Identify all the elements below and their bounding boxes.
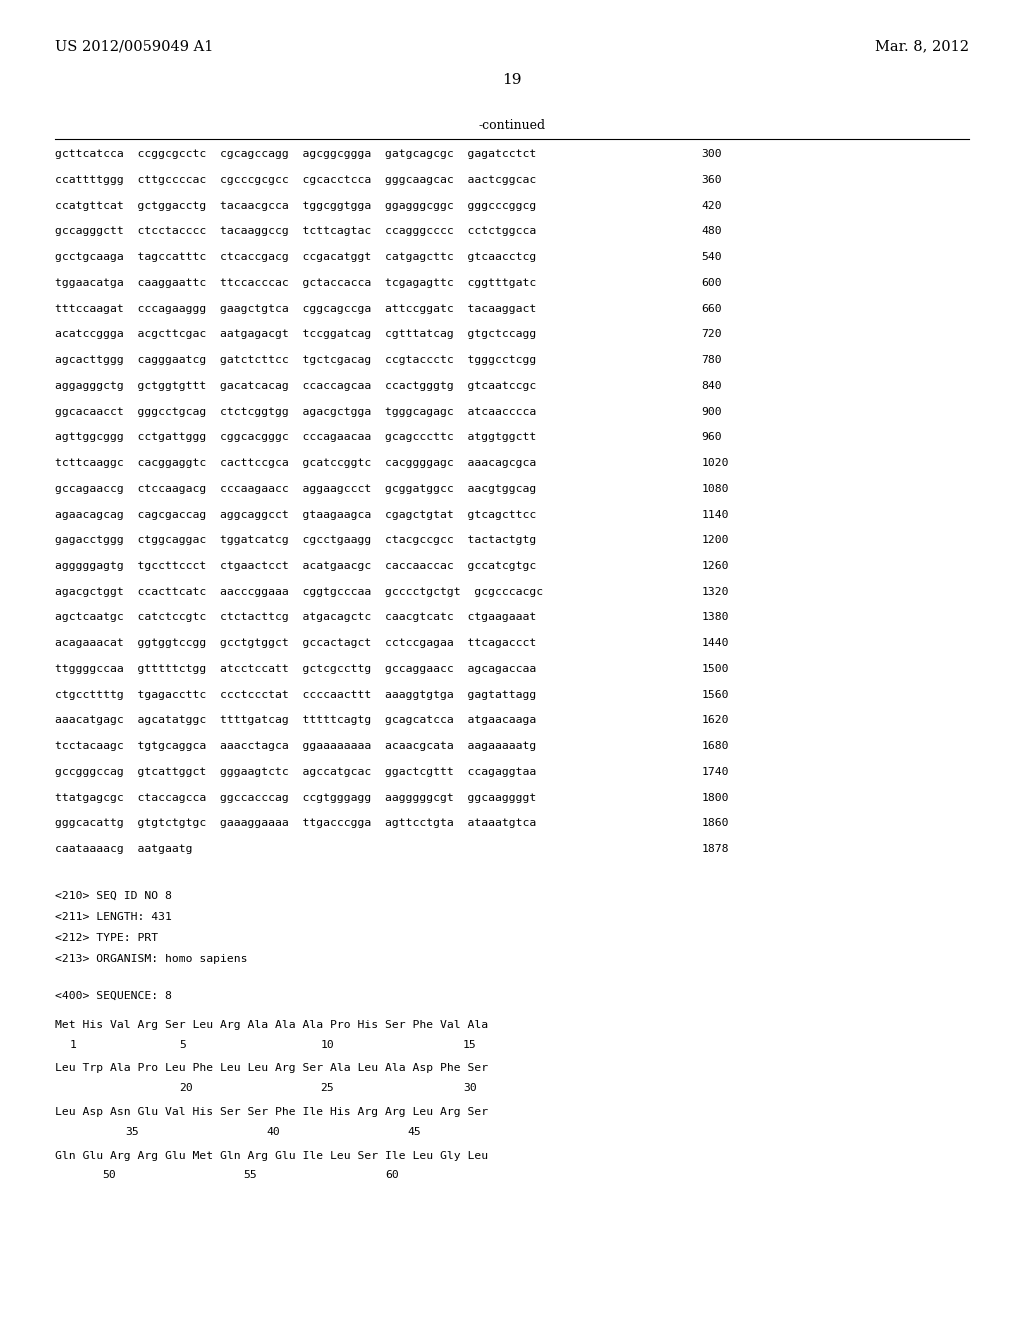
Text: 720: 720 xyxy=(701,330,722,339)
Text: 19: 19 xyxy=(502,73,522,87)
Text: gggcacattg  gtgtctgtgc  gaaaggaaaa  ttgacccgga  agttcctgta  ataaatgtca: gggcacattg gtgtctgtgc gaaaggaaaa ttgaccc… xyxy=(55,818,537,829)
Text: tcttcaaggc  cacggaggtc  cacttccgca  gcatccggtc  cacggggagc  aaacagcgca: tcttcaaggc cacggaggtc cacttccgca gcatccg… xyxy=(55,458,537,469)
Text: 300: 300 xyxy=(701,149,722,160)
Text: 10: 10 xyxy=(321,1040,334,1049)
Text: <211> LENGTH: 431: <211> LENGTH: 431 xyxy=(55,912,172,921)
Text: 60: 60 xyxy=(385,1171,398,1180)
Text: 1878: 1878 xyxy=(701,845,729,854)
Text: Leu Asp Asn Glu Val His Ser Ser Phe Ile His Arg Arg Leu Arg Ser: Leu Asp Asn Glu Val His Ser Ser Phe Ile … xyxy=(55,1107,488,1117)
Text: tttccaagat  cccagaaggg  gaagctgtca  cggcagccga  attccggatc  tacaaggact: tttccaagat cccagaaggg gaagctgtca cggcagc… xyxy=(55,304,537,314)
Text: ttggggccaa  gtttttctgg  atcctccatt  gctcgccttg  gccaggaacc  agcagaccaa: ttggggccaa gtttttctgg atcctccatt gctcgcc… xyxy=(55,664,537,675)
Text: 45: 45 xyxy=(408,1127,421,1137)
Text: gcctgcaaga  tagccatttc  ctcaccgacg  ccgacatggt  catgagcttc  gtcaacctcg: gcctgcaaga tagccatttc ctcaccgacg ccgacat… xyxy=(55,252,537,263)
Text: gccagaaccg  ctccaagacg  cccaagaacc  aggaagccct  gcggatggcc  aacgtggcag: gccagaaccg ctccaagacg cccaagaacc aggaagc… xyxy=(55,484,537,494)
Text: Leu Trp Ala Pro Leu Phe Leu Leu Arg Ser Ala Leu Ala Asp Phe Ser: Leu Trp Ala Pro Leu Phe Leu Leu Arg Ser … xyxy=(55,1064,488,1073)
Text: 30: 30 xyxy=(463,1084,476,1093)
Text: -continued: -continued xyxy=(478,119,546,132)
Text: ctgccttttg  tgagaccttc  ccctccctat  ccccaacttt  aaaggtgtga  gagtattagg: ctgccttttg tgagaccttc ccctccctat ccccaac… xyxy=(55,689,537,700)
Text: 1440: 1440 xyxy=(701,639,729,648)
Text: 15: 15 xyxy=(463,1040,476,1049)
Text: 660: 660 xyxy=(701,304,722,314)
Text: 900: 900 xyxy=(701,407,722,417)
Text: 1020: 1020 xyxy=(701,458,729,469)
Text: agaacagcag  cagcgaccag  aggcaggcct  gtaagaagca  cgagctgtat  gtcagcttcc: agaacagcag cagcgaccag aggcaggcct gtaagaa… xyxy=(55,510,537,520)
Text: ccatgttcat  gctggacctg  tacaacgcca  tggcggtgga  ggagggcggc  gggcccggcg: ccatgttcat gctggacctg tacaacgcca tggcggt… xyxy=(55,201,537,211)
Text: 420: 420 xyxy=(701,201,722,211)
Text: 1260: 1260 xyxy=(701,561,729,572)
Text: gagacctggg  ctggcaggac  tggatcatcg  cgcctgaagg  ctacgccgcc  tactactgtg: gagacctggg ctggcaggac tggatcatcg cgcctga… xyxy=(55,536,537,545)
Text: 960: 960 xyxy=(701,433,722,442)
Text: 1380: 1380 xyxy=(701,612,729,623)
Text: Mar. 8, 2012: Mar. 8, 2012 xyxy=(874,40,969,54)
Text: acatccggga  acgcttcgac  aatgagacgt  tccggatcag  cgtttatcag  gtgctccagg: acatccggga acgcttcgac aatgagacgt tccggat… xyxy=(55,330,537,339)
Text: ttatgagcgc  ctaccagcca  ggccacccag  ccgtgggagg  aagggggcgt  ggcaaggggt: ttatgagcgc ctaccagcca ggccacccag ccgtggg… xyxy=(55,792,537,803)
Text: 20: 20 xyxy=(179,1084,193,1093)
Text: 600: 600 xyxy=(701,279,722,288)
Text: tggaacatga  caaggaattc  ttccacccac  gctaccacca  tcgagagttc  cggtttgatc: tggaacatga caaggaattc ttccacccac gctacca… xyxy=(55,279,537,288)
Text: gcttcatcca  ccggcgcctc  cgcagccagg  agcggcggga  gatgcagcgc  gagatcctct: gcttcatcca ccggcgcctc cgcagccagg agcggcg… xyxy=(55,149,537,160)
Text: 5: 5 xyxy=(179,1040,186,1049)
Text: 55: 55 xyxy=(244,1171,257,1180)
Text: 50: 50 xyxy=(102,1171,116,1180)
Text: gccagggctt  ctcctacccc  tacaaggccg  tcttcagtac  ccagggcccc  cctctggcca: gccagggctt ctcctacccc tacaaggccg tcttcag… xyxy=(55,226,537,236)
Text: 1500: 1500 xyxy=(701,664,729,675)
Text: <213> ORGANISM: homo sapiens: <213> ORGANISM: homo sapiens xyxy=(55,954,248,964)
Text: 25: 25 xyxy=(321,1084,334,1093)
Text: ccattttggg  cttgccccac  cgcccgcgcc  cgcacctcca  gggcaagcac  aactcggcac: ccattttggg cttgccccac cgcccgcgcc cgcacct… xyxy=(55,174,537,185)
Text: agctcaatgc  catctccgtc  ctctacttcg  atgacagctc  caacgtcatc  ctgaagaaat: agctcaatgc catctccgtc ctctacttcg atgacag… xyxy=(55,612,537,623)
Text: 480: 480 xyxy=(701,226,722,236)
Text: 1560: 1560 xyxy=(701,689,729,700)
Text: agttggcggg  cctgattggg  cggcacgggc  cccagaacaa  gcagcccttc  atggtggctt: agttggcggg cctgattggg cggcacgggc cccagaa… xyxy=(55,433,537,442)
Text: aggagggctg  gctggtgttt  gacatcacag  ccaccagcaa  ccactgggtg  gtcaatccgc: aggagggctg gctggtgttt gacatcacag ccaccag… xyxy=(55,380,537,391)
Text: <210> SEQ ID NO 8: <210> SEQ ID NO 8 xyxy=(55,891,172,900)
Text: 1620: 1620 xyxy=(701,715,729,726)
Text: 1320: 1320 xyxy=(701,586,729,597)
Text: US 2012/0059049 A1: US 2012/0059049 A1 xyxy=(55,40,214,54)
Text: 1740: 1740 xyxy=(701,767,729,777)
Text: Met His Val Arg Ser Leu Arg Ala Ala Ala Pro His Ser Phe Val Ala: Met His Val Arg Ser Leu Arg Ala Ala Ala … xyxy=(55,1020,488,1030)
Text: 1800: 1800 xyxy=(701,792,729,803)
Text: agacgctggt  ccacttcatc  aacccggaaa  cggtgcccaa  gcccctgctgt  gcgcccacgc: agacgctggt ccacttcatc aacccggaaa cggtgcc… xyxy=(55,586,544,597)
Text: 540: 540 xyxy=(701,252,722,263)
Text: gccgggccag  gtcattggct  gggaagtctc  agccatgcac  ggactcgttt  ccagaggtaa: gccgggccag gtcattggct gggaagtctc agccatg… xyxy=(55,767,537,777)
Text: 840: 840 xyxy=(701,380,722,391)
Text: 1680: 1680 xyxy=(701,741,729,751)
Text: agggggagtg  tgccttccct  ctgaactcct  acatgaacgc  caccaaccac  gccatcgtgc: agggggagtg tgccttccct ctgaactcct acatgaa… xyxy=(55,561,537,572)
Text: ggcacaacct  gggcctgcag  ctctcggtgg  agacgctgga  tgggcagagc  atcaacccca: ggcacaacct gggcctgcag ctctcggtgg agacgct… xyxy=(55,407,537,417)
Text: agcacttggg  cagggaatcg  gatctcttcc  tgctcgacag  ccgtaccctc  tgggcctcgg: agcacttggg cagggaatcg gatctcttcc tgctcga… xyxy=(55,355,537,366)
Text: acagaaacat  ggtggtccgg  gcctgtggct  gccactagct  cctccgagaa  ttcagaccct: acagaaacat ggtggtccgg gcctgtggct gccacta… xyxy=(55,639,537,648)
Text: tcctacaagc  tgtgcaggca  aaacctagca  ggaaaaaaaa  acaacgcata  aagaaaaatg: tcctacaagc tgtgcaggca aaacctagca ggaaaaa… xyxy=(55,741,537,751)
Text: 40: 40 xyxy=(266,1127,280,1137)
Text: 780: 780 xyxy=(701,355,722,366)
Text: <400> SEQUENCE: 8: <400> SEQUENCE: 8 xyxy=(55,991,172,1001)
Text: 1140: 1140 xyxy=(701,510,729,520)
Text: aaacatgagc  agcatatggc  ttttgatcag  tttttcagtg  gcagcatcca  atgaacaaga: aaacatgagc agcatatggc ttttgatcag tttttca… xyxy=(55,715,537,726)
Text: 1: 1 xyxy=(70,1040,77,1049)
Text: 1200: 1200 xyxy=(701,536,729,545)
Text: 1860: 1860 xyxy=(701,818,729,829)
Text: 35: 35 xyxy=(125,1127,138,1137)
Text: <212> TYPE: PRT: <212> TYPE: PRT xyxy=(55,933,159,942)
Text: 1080: 1080 xyxy=(701,484,729,494)
Text: caataaaacg  aatgaatg: caataaaacg aatgaatg xyxy=(55,845,193,854)
Text: Gln Glu Arg Arg Glu Met Gln Arg Glu Ile Leu Ser Ile Leu Gly Leu: Gln Glu Arg Arg Glu Met Gln Arg Glu Ile … xyxy=(55,1151,488,1160)
Text: 360: 360 xyxy=(701,174,722,185)
